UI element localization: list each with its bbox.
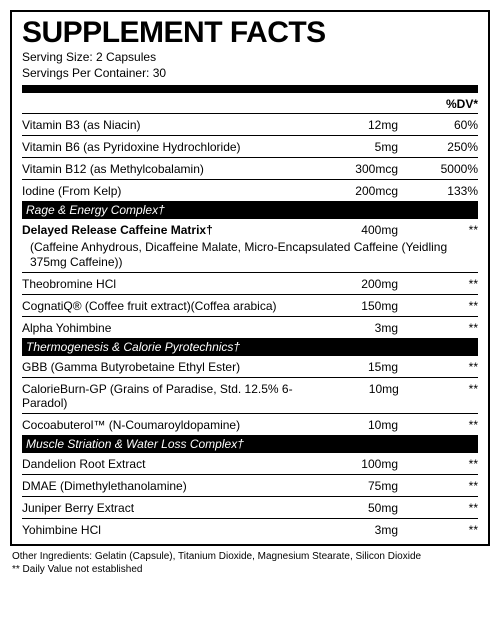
ingredient-amount: 3mg xyxy=(338,321,418,335)
ingredient-name: Vitamin B12 (as Methylcobalamin) xyxy=(22,162,338,176)
ingredient-amount: 200mg xyxy=(338,277,418,291)
footer-notes: Other Ingredients: Gelatin (Capsule), Ti… xyxy=(10,550,490,576)
table-row: Alpha Yohimbine 3mg ** xyxy=(22,316,478,338)
table-row: CalorieBurn-GP (Grains of Paradise, Std.… xyxy=(22,377,478,413)
ingredient-amount: 400mg xyxy=(338,223,418,237)
ingredient-amount: 75mg xyxy=(338,479,418,493)
ingredient-amount: 10mg xyxy=(340,382,419,396)
serving-info: Serving Size: 2 Capsules Servings Per Co… xyxy=(22,50,478,81)
ingredient-name: Dandelion Root Extract xyxy=(22,457,338,471)
section-header-muscle-striation: Muscle Striation & Water Loss Complex† xyxy=(22,435,478,453)
table-row: Vitamin B3 (as Niacin) 12mg 60% xyxy=(22,113,478,135)
table-row: GBB (Gamma Butyrobetaine Ethyl Ester) 15… xyxy=(22,356,478,377)
ingredient-name: Alpha Yohimbine xyxy=(22,321,338,335)
thick-divider xyxy=(22,85,478,93)
ingredient-amount: 200mcg xyxy=(338,184,418,198)
table-row: Vitamin B6 (as Pyridoxine Hydrochloride)… xyxy=(22,135,478,157)
other-ingredients: Other Ingredients: Gelatin (Capsule), Ti… xyxy=(12,550,488,563)
servings-per-container: Servings Per Container: 30 xyxy=(22,66,478,82)
ingredient-amount: 12mg xyxy=(338,118,418,132)
ingredient-amount: 150mg xyxy=(338,299,418,313)
ingredient-subnote: (Caffeine Anhydrous, Dicaffeine Malate, … xyxy=(22,240,478,272)
ingredient-name: CalorieBurn-GP (Grains of Paradise, Std.… xyxy=(22,382,340,410)
panel-title: SUPPLEMENT FACTS xyxy=(22,18,478,48)
supplement-facts-panel: SUPPLEMENT FACTS Serving Size: 2 Capsule… xyxy=(10,10,490,546)
ingredient-amount: 15mg xyxy=(338,360,418,374)
ingredient-dv: 5000% xyxy=(418,162,478,176)
table-row: Delayed Release Caffeine Matrix† 400mg *… xyxy=(22,219,478,240)
ingredient-dv: 250% xyxy=(418,140,478,154)
section-header-thermogenesis: Thermogenesis & Calorie Pyrotechnics† xyxy=(22,338,478,356)
table-row: Iodine (From Kelp) 200mcg 133% xyxy=(22,179,478,201)
table-row: Juniper Berry Extract 50mg ** xyxy=(22,496,478,518)
ingredient-dv: ** xyxy=(418,277,478,291)
ingredient-name: Delayed Release Caffeine Matrix† xyxy=(22,223,338,237)
ingredient-amount: 100mg xyxy=(338,457,418,471)
serving-size: Serving Size: 2 Capsules xyxy=(22,50,478,66)
ingredient-amount: 5mg xyxy=(338,140,418,154)
ingredient-amount: 50mg xyxy=(338,501,418,515)
ingredient-amount: 10mg xyxy=(338,418,418,432)
ingredient-dv: ** xyxy=(418,360,478,374)
ingredient-name: Vitamin B3 (as Niacin) xyxy=(22,118,338,132)
table-row: Theobromine HCl 200mg ** xyxy=(22,272,478,294)
table-row: Vitamin B12 (as Methylcobalamin) 300mcg … xyxy=(22,157,478,179)
ingredient-name: Vitamin B6 (as Pyridoxine Hydrochloride) xyxy=(22,140,338,154)
ingredient-dv: ** xyxy=(418,321,478,335)
ingredient-name: CognatiQ® (Coffee fruit extract)(Coffea … xyxy=(22,299,338,313)
ingredient-name: Yohimbine HCl xyxy=(22,523,338,537)
ingredient-dv: 133% xyxy=(418,184,478,198)
ingredient-dv: ** xyxy=(418,418,478,432)
table-row: DMAE (Dimethylethanolamine) 75mg ** xyxy=(22,474,478,496)
section-header-rage-energy: Rage & Energy Complex† xyxy=(22,201,478,219)
dv-note: ** Daily Value not established xyxy=(12,563,488,576)
table-row: Yohimbine HCl 3mg ** xyxy=(22,518,478,540)
ingredient-dv: ** xyxy=(418,479,478,493)
dv-header: %DV* xyxy=(22,95,478,113)
table-row: Dandelion Root Extract 100mg ** xyxy=(22,453,478,474)
ingredient-dv: 60% xyxy=(418,118,478,132)
ingredient-dv: ** xyxy=(418,523,478,537)
ingredient-name: Theobromine HCl xyxy=(22,277,338,291)
ingredient-name: Juniper Berry Extract xyxy=(22,501,338,515)
ingredient-dv: ** xyxy=(418,501,478,515)
ingredient-name: Cocoabuterol™ (N-Coumaroyldopamine) xyxy=(22,418,338,432)
ingredient-name: DMAE (Dimethylethanolamine) xyxy=(22,479,338,493)
ingredient-amount: 300mcg xyxy=(338,162,418,176)
ingredient-dv: ** xyxy=(418,457,478,471)
ingredient-dv: ** xyxy=(418,299,478,313)
ingredient-dv: ** xyxy=(418,223,478,237)
ingredient-dv: ** xyxy=(419,382,478,396)
table-row: Cocoabuterol™ (N-Coumaroyldopamine) 10mg… xyxy=(22,413,478,435)
table-row: CognatiQ® (Coffee fruit extract)(Coffea … xyxy=(22,294,478,316)
ingredient-amount: 3mg xyxy=(338,523,418,537)
ingredient-name: GBB (Gamma Butyrobetaine Ethyl Ester) xyxy=(22,360,338,374)
ingredient-name: Iodine (From Kelp) xyxy=(22,184,338,198)
